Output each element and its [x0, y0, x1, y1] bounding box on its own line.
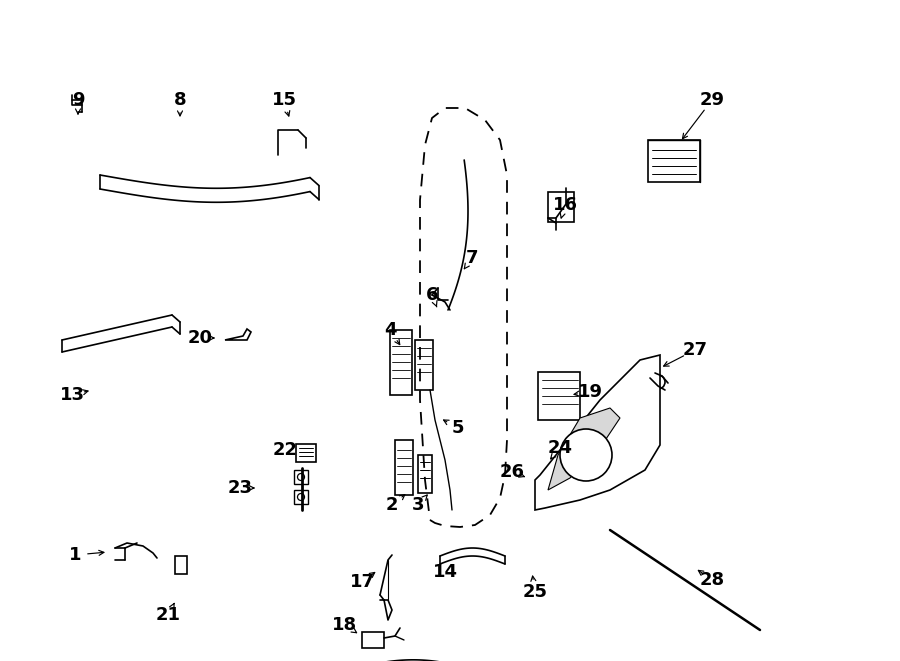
Text: 23: 23 [228, 479, 253, 497]
Text: 13: 13 [59, 386, 85, 404]
Polygon shape [225, 329, 251, 340]
Text: 14: 14 [433, 563, 457, 581]
Text: 16: 16 [553, 196, 578, 214]
Bar [648, 140, 700, 182]
Text: 21: 21 [156, 606, 181, 624]
Bar [395, 440, 413, 495]
Bar [390, 330, 412, 395]
Text: 9: 9 [72, 91, 85, 109]
Bar [294, 470, 308, 484]
Bar [548, 192, 574, 222]
Text: 22: 22 [273, 441, 298, 459]
Text: 24: 24 [547, 439, 572, 457]
Text: 25: 25 [523, 583, 547, 601]
Polygon shape [535, 355, 660, 510]
Text: 1: 1 [68, 546, 81, 564]
Polygon shape [548, 408, 620, 490]
Text: 8: 8 [174, 91, 186, 109]
Text: 17: 17 [349, 573, 374, 591]
Bar [294, 490, 308, 504]
Text: 27: 27 [682, 341, 707, 359]
Text: 18: 18 [332, 616, 357, 634]
Text: 20: 20 [187, 329, 212, 347]
Text: 2: 2 [386, 496, 398, 514]
Bar [418, 455, 432, 493]
Circle shape [560, 429, 612, 481]
Text: 7: 7 [466, 249, 478, 267]
Text: 5: 5 [452, 419, 464, 437]
Text: 6: 6 [426, 286, 438, 304]
Text: 15: 15 [272, 91, 296, 109]
Text: 26: 26 [500, 463, 525, 481]
Bar [538, 372, 580, 420]
Bar [415, 340, 433, 390]
Text: 3: 3 [412, 496, 424, 514]
Bar [296, 444, 316, 462]
Text: 19: 19 [578, 383, 602, 401]
Text: 29: 29 [699, 91, 725, 109]
Bar [175, 556, 187, 574]
Text: 4: 4 [383, 321, 396, 339]
Text: 28: 28 [699, 571, 725, 589]
Bar [362, 632, 384, 648]
